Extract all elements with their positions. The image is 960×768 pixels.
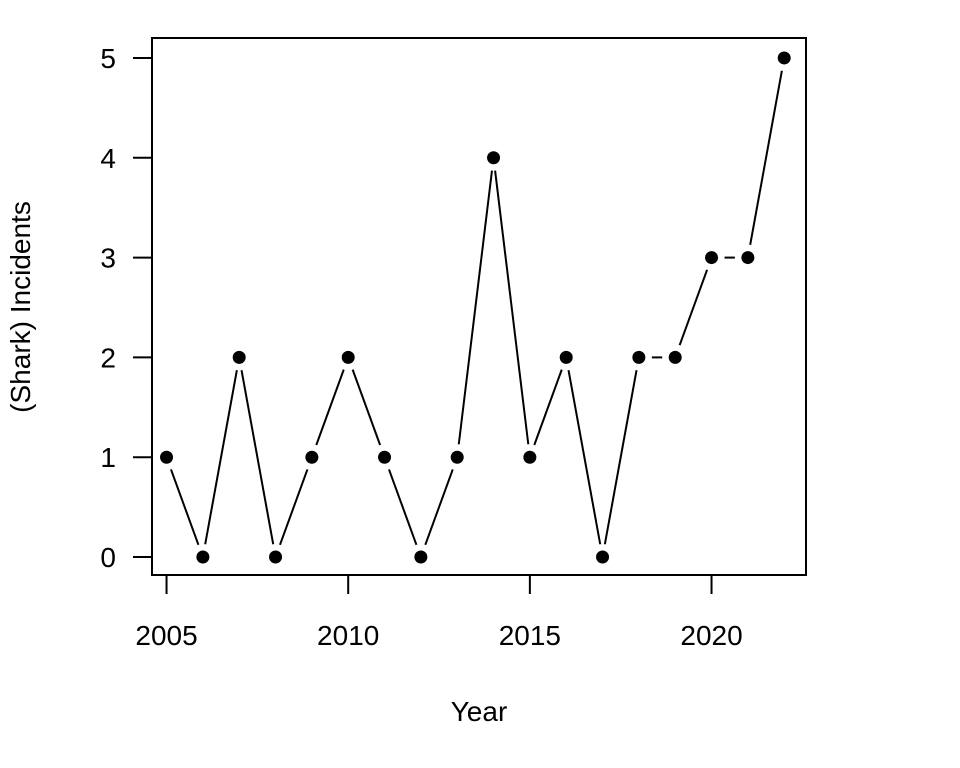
series-line-segment: [315, 369, 345, 446]
data-point: [523, 450, 537, 464]
x-axis: 2005 2010 2015 2020: [135, 574, 743, 651]
data-point: [232, 350, 246, 364]
data-point: [705, 251, 719, 265]
x-tick-label: 2005: [135, 620, 197, 651]
data-point: [668, 350, 682, 364]
data-series: [160, 51, 791, 564]
series-line-segment: [457, 170, 493, 445]
data-point: [305, 450, 319, 464]
data-point: [341, 350, 355, 364]
x-axis-title: Year: [451, 696, 508, 727]
data-point: [414, 550, 428, 564]
series-line-segment: [567, 370, 602, 545]
data-point: [196, 550, 210, 564]
x-tick-label: 2010: [317, 620, 379, 651]
data-point: [559, 350, 573, 364]
x-tick-label: 2020: [680, 620, 742, 651]
data-point: [777, 51, 791, 65]
data-point: [741, 251, 755, 265]
data-point: [378, 450, 392, 464]
series-line-segment: [170, 469, 200, 546]
y-tick-label: 4: [100, 143, 116, 174]
y-tick-label: 2: [100, 342, 116, 373]
data-point: [269, 550, 283, 564]
series-line-segment: [240, 370, 275, 545]
series-line-segment: [494, 170, 530, 445]
series-line-segment: [279, 469, 309, 546]
y-axis-title: (Shark) Incidents: [5, 201, 36, 413]
series-line-segment: [388, 469, 418, 546]
data-point: [596, 550, 610, 564]
data-point: [160, 450, 174, 464]
series-line-segment: [204, 370, 238, 545]
series-line-segment: [424, 469, 454, 546]
plot-frame: [151, 37, 807, 576]
x-tick-label: 2015: [499, 620, 561, 651]
data-point: [450, 450, 464, 464]
data-point: [632, 350, 646, 364]
series-line-segment: [351, 369, 382, 446]
y-tick-label: 1: [100, 442, 116, 473]
series-line-segment: [603, 370, 638, 545]
y-tick-label: 5: [100, 43, 116, 74]
series-line-segment: [678, 269, 709, 346]
y-tick-label: 0: [100, 542, 116, 573]
y-axis: 0 1 2 3 4 5: [100, 43, 153, 573]
y-tick-label: 3: [100, 243, 116, 274]
data-point: [487, 151, 501, 165]
series-line-segment: [749, 70, 783, 245]
series-line-segment: [533, 369, 563, 446]
